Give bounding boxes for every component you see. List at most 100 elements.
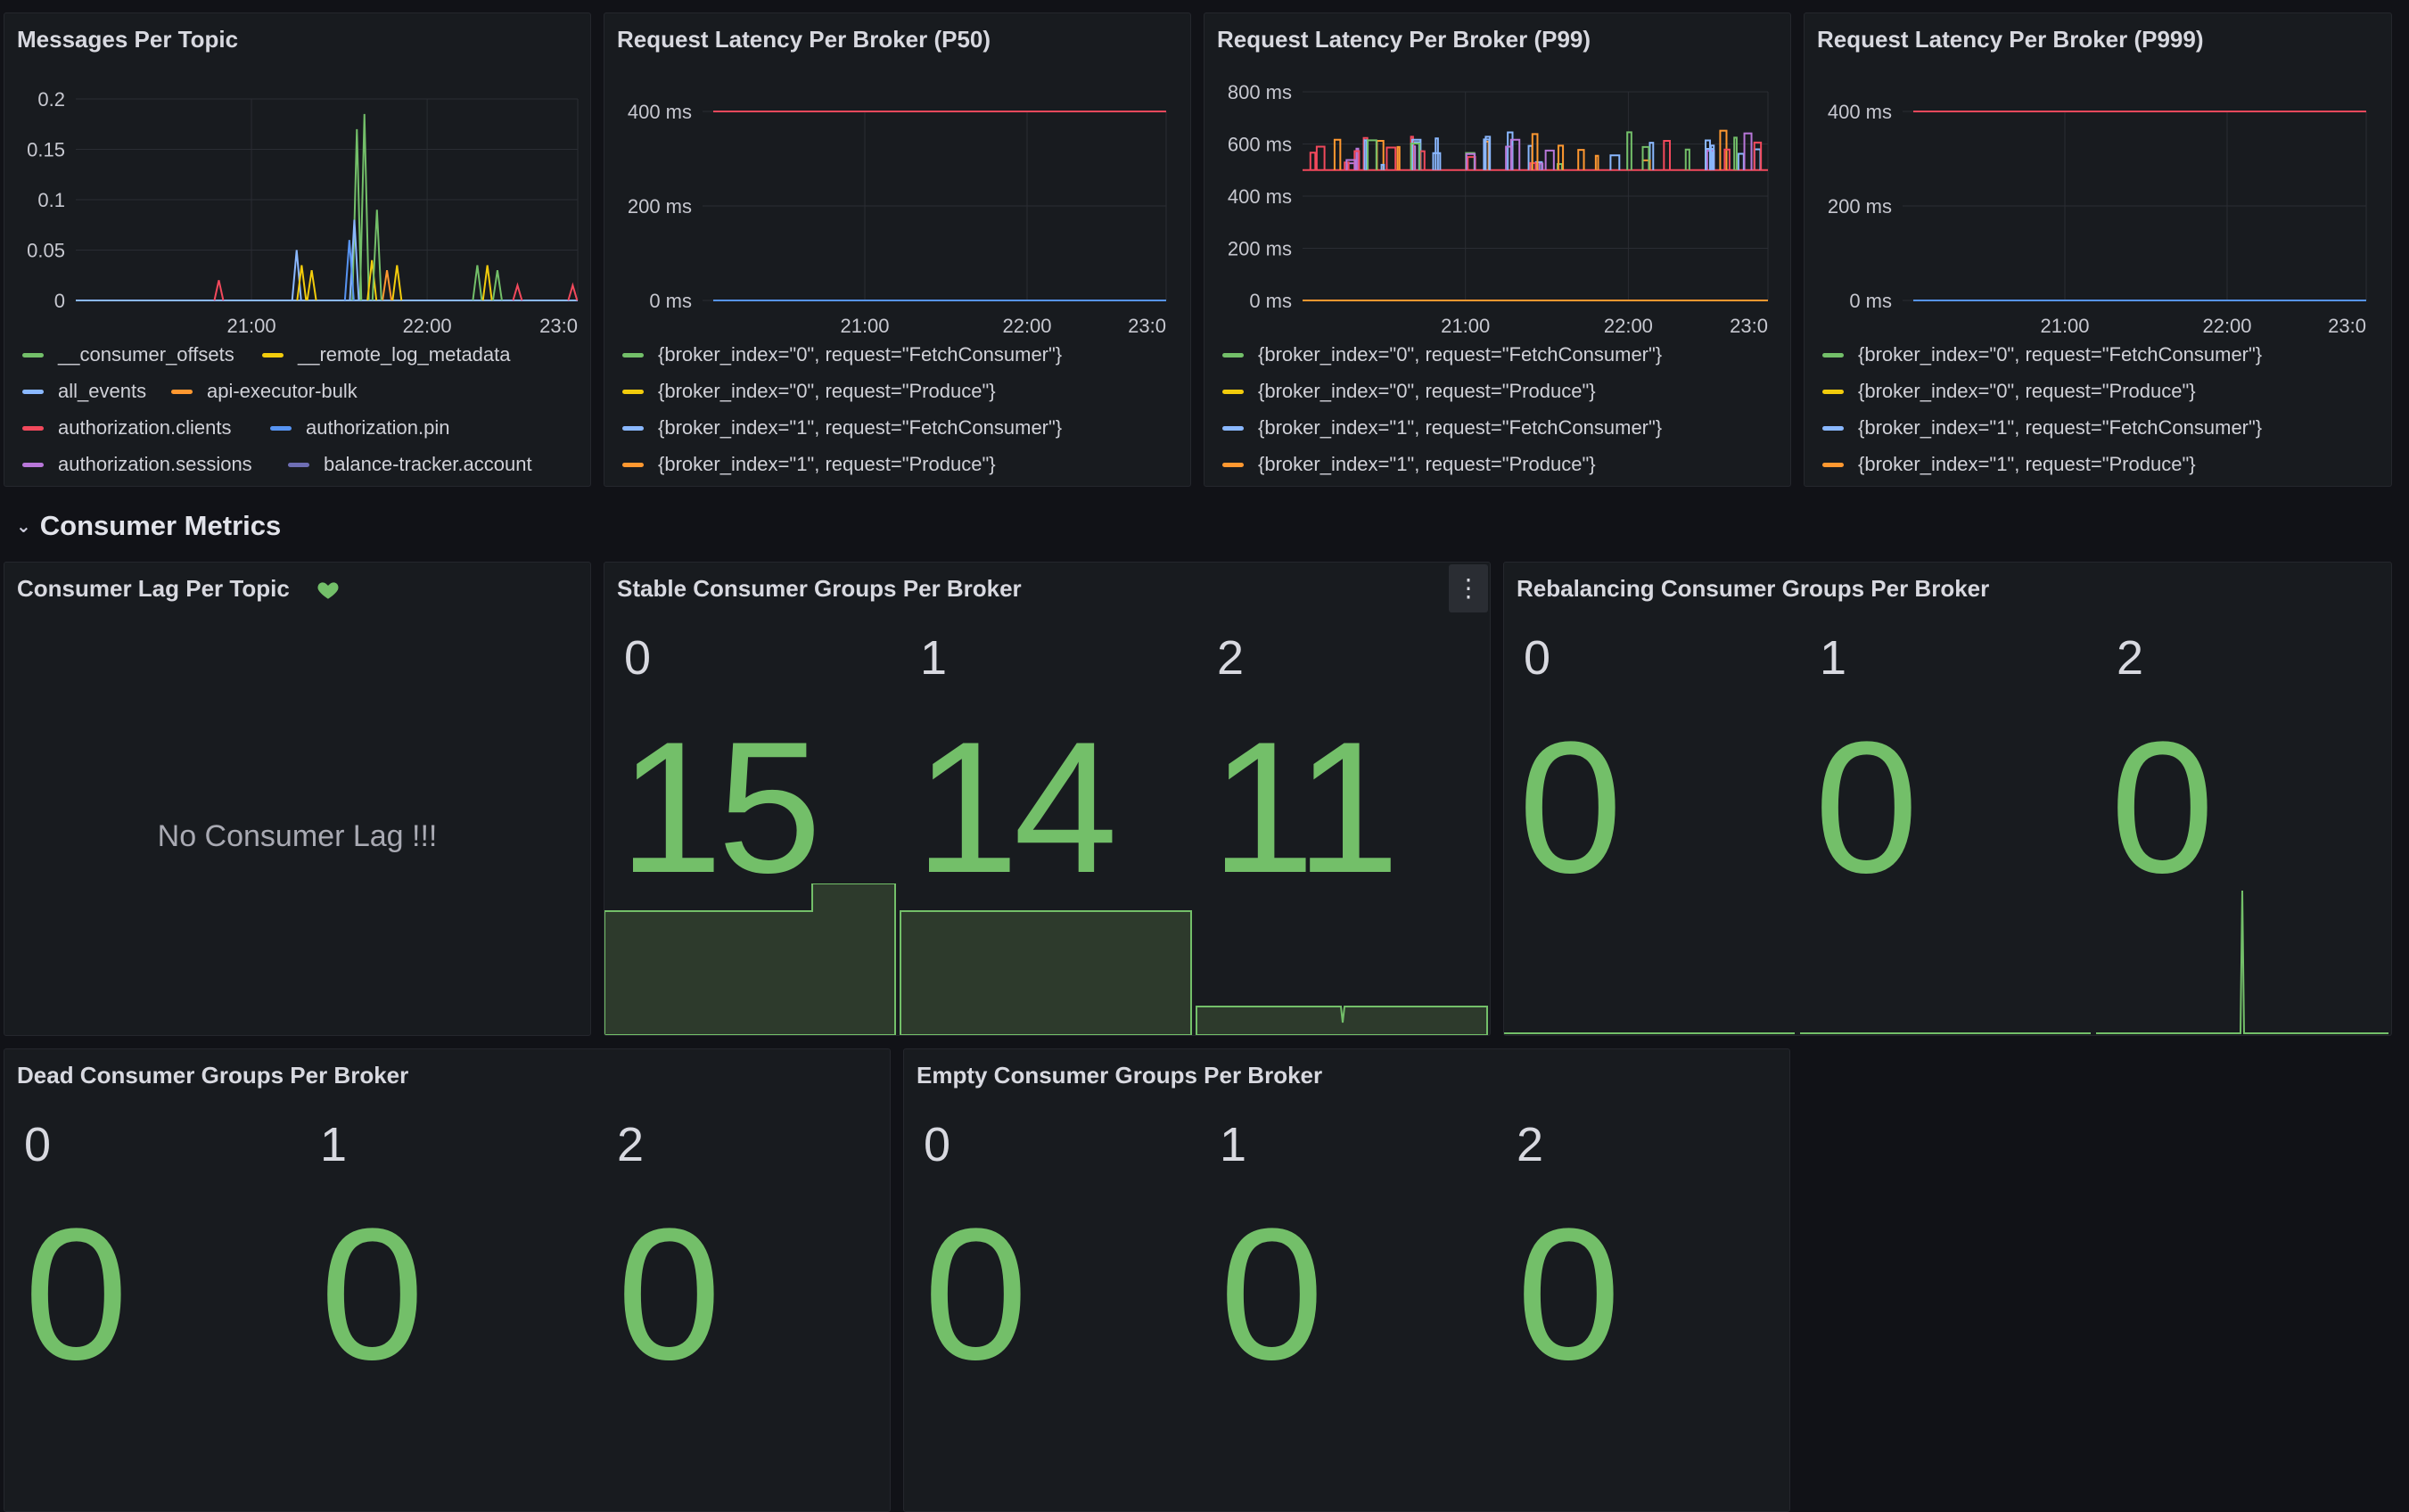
legend-swatch <box>1822 389 1844 394</box>
legend-label: {broker_index="1", request="FetchConsume… <box>1858 416 2263 439</box>
legend-item[interactable]: {broker_index="1", request="Produce"} <box>622 453 996 476</box>
legend-item[interactable]: authorization.pin <box>270 416 449 440</box>
panel-dead-consumer-groups[interactable]: Dead Consumer Groups Per Broker 0 1 2 0 … <box>4 1048 891 1512</box>
series-spike <box>1345 159 1356 170</box>
legend-item[interactable]: {broker_index="1", request="FetchConsume… <box>1222 416 1662 440</box>
panel-empty-consumer-groups[interactable]: Empty Consumer Groups Per Broker 0 1 2 0… <box>903 1048 1790 1512</box>
series-spike <box>1367 139 1377 170</box>
legend-swatch <box>622 462 644 467</box>
legend-item[interactable]: __consumer_offsets <box>22 343 234 366</box>
y-tick-label: 0 ms <box>649 290 692 312</box>
panel-title: Request Latency Per Broker (P50) <box>617 26 991 53</box>
legend-label: balance-tracker.account <box>324 453 532 475</box>
x-tick-label: 22:00 <box>403 315 452 334</box>
legend-swatch <box>1822 462 1844 467</box>
series-spike <box>213 280 225 301</box>
y-tick-label: 200 ms <box>1828 195 1892 218</box>
y-tick-label: 0 ms <box>1249 290 1292 312</box>
y-tick-label: 0.1 <box>37 189 65 211</box>
x-tick-label: 23:0 <box>1730 315 1768 334</box>
legend-item[interactable]: {broker_index="0", request="FetchConsume… <box>1822 343 2262 366</box>
legend-swatch <box>270 425 292 431</box>
legend-item[interactable]: {broker_index="0", request="Produce"} <box>1222 380 1596 403</box>
legend-item[interactable]: {broker_index="1", request="Produce"} <box>1822 453 2196 476</box>
x-tick-label: 23:0 <box>1128 315 1166 334</box>
row-title: Consumer Metrics <box>39 510 282 541</box>
stat-value-broker-1: 14 <box>915 703 1118 912</box>
legend-label: {broker_index="1", request="Produce"} <box>1858 453 2196 475</box>
legend-item[interactable]: authorization.sessions <box>22 453 252 476</box>
legend-label: authorization.clients <box>58 416 232 439</box>
legend-item[interactable]: {broker_index="0", request="Produce"} <box>1822 380 2196 403</box>
y-tick-label: 400 ms <box>1828 101 1892 123</box>
series-spike <box>371 210 382 301</box>
stat-value-broker-2: 0 <box>617 1189 721 1399</box>
legend-swatch <box>622 425 644 431</box>
stat-label-broker-1: 1 <box>1820 631 1847 685</box>
series-spike <box>391 265 403 301</box>
chevron-down-icon[interactable]: ⌄ <box>16 516 31 537</box>
series-spike <box>1723 148 1731 170</box>
legend-label: {broker_index="1", request="FetchConsume… <box>1258 416 1663 439</box>
series-spike <box>1315 145 1326 170</box>
series-spike <box>1577 149 1585 170</box>
series-spike <box>1410 143 1421 170</box>
messages-per-topic-chart[interactable]: 0.2 0.15 0.1 0.05 0 21:00 22:00 23:0 <box>4 13 591 334</box>
x-tick-label: 22:00 <box>1604 315 1653 334</box>
legend-label: __remote_log_metadata <box>298 343 511 366</box>
panel-latency-p999[interactable]: Request Latency Per Broker (P999) 400 ms… <box>1804 12 2392 487</box>
legend-item[interactable]: {broker_index="1", request="FetchConsume… <box>622 416 1062 440</box>
series-spike <box>1557 144 1565 170</box>
latency-p99-chart[interactable]: 800 ms 600 ms 400 ms 200 ms 0 ms 21:00 22:00 23… <box>1204 13 1791 334</box>
legend-swatch <box>22 389 44 394</box>
row-header-consumer-metrics[interactable]: ⌄ Consumer Metrics <box>16 510 281 542</box>
panel-title: Consumer Lag Per Topic <box>17 575 290 602</box>
stat-value-broker-1: 0 <box>1220 1189 1324 1399</box>
kebab-menu-icon[interactable]: ⋮ <box>1449 564 1488 612</box>
latency-p999-chart[interactable]: 400 ms 200 ms 0 ms 21:00 22:00 23:0 <box>1805 13 2392 334</box>
legend-item[interactable]: {broker_index="0", request="FetchConsume… <box>622 343 1062 366</box>
legend-item[interactable]: __remote_log_metadata <box>262 343 511 366</box>
heart-icon[interactable] <box>317 579 340 602</box>
panel-consumer-lag[interactable]: Consumer Lag Per Topic No Consumer Lag !… <box>4 562 591 1036</box>
legend-item[interactable]: api-executor-bulk <box>171 380 358 403</box>
stat-value-broker-0: 0 <box>1518 703 1623 912</box>
stat-label-broker-1: 1 <box>320 1118 348 1171</box>
panel-stable-consumer-groups[interactable]: Stable Consumer Groups Per Broker ⋮ 0 1 … <box>604 562 1491 1036</box>
legend-item[interactable]: {broker_index="0", request="FetchConsume… <box>1222 343 1662 366</box>
stat-label-broker-1: 1 <box>920 631 948 685</box>
stat-value-broker-0: 15 <box>619 703 822 912</box>
stat-label-broker-0: 0 <box>624 631 652 685</box>
latency-p50-chart[interactable]: 400 ms 200 ms 0 ms 21:00 22:00 23:0 <box>604 13 1191 334</box>
series-spike <box>491 269 503 301</box>
panel-messages-per-topic[interactable]: Messages Per Topic 0.2 0.15 0.1 0.05 0 21:00 2… <box>4 12 591 487</box>
series-spike <box>1432 152 1442 170</box>
y-tick-label: 200 ms <box>1228 238 1292 260</box>
y-tick-label: 400 ms <box>1228 185 1292 208</box>
panel-rebalancing-consumer-groups[interactable]: Rebalancing Consumer Groups Per Broker 0… <box>1503 562 2392 1036</box>
legend-item[interactable]: {broker_index="1", request="Produce"} <box>1222 453 1596 476</box>
stat-sparklines <box>604 883 1488 1035</box>
legend-item[interactable]: authorization.clients <box>22 416 231 440</box>
series-spike <box>1309 152 1317 170</box>
legend-swatch <box>622 389 644 394</box>
legend-label: __consumer_offsets <box>58 343 234 366</box>
stat-label-broker-2: 2 <box>2117 631 2144 685</box>
panel-latency-p50[interactable]: Request Latency Per Broker (P50) 400 ms 2… <box>604 12 1191 487</box>
series-spike <box>567 282 579 301</box>
y-tick-label: 0.2 <box>37 88 65 111</box>
panel-latency-p99[interactable]: Request Latency Per Broker (P99) 800 ms 6… <box>1204 12 1791 487</box>
panel-title: Rebalancing Consumer Groups Per Broker <box>1517 575 1990 602</box>
series-spike <box>1544 149 1555 170</box>
series-spike <box>1594 154 1599 170</box>
stat-value-broker-1: 0 <box>1814 703 1919 912</box>
legend-item[interactable]: balance-tracker.account <box>288 453 532 476</box>
x-tick-label: 22:00 <box>1002 315 1051 334</box>
legend-item[interactable]: {broker_index="1", request="FetchConsume… <box>1822 416 2262 440</box>
legend-item[interactable]: {broker_index="0", request="Produce"} <box>622 380 996 403</box>
legend-label: {broker_index="0", request="FetchConsume… <box>1858 343 2263 366</box>
x-tick-label: 22:00 <box>2202 315 2251 334</box>
stat-label-broker-2: 2 <box>1517 1118 1544 1171</box>
legend-item[interactable]: all_events <box>22 380 146 403</box>
stat-label-broker-0: 0 <box>24 1118 52 1171</box>
